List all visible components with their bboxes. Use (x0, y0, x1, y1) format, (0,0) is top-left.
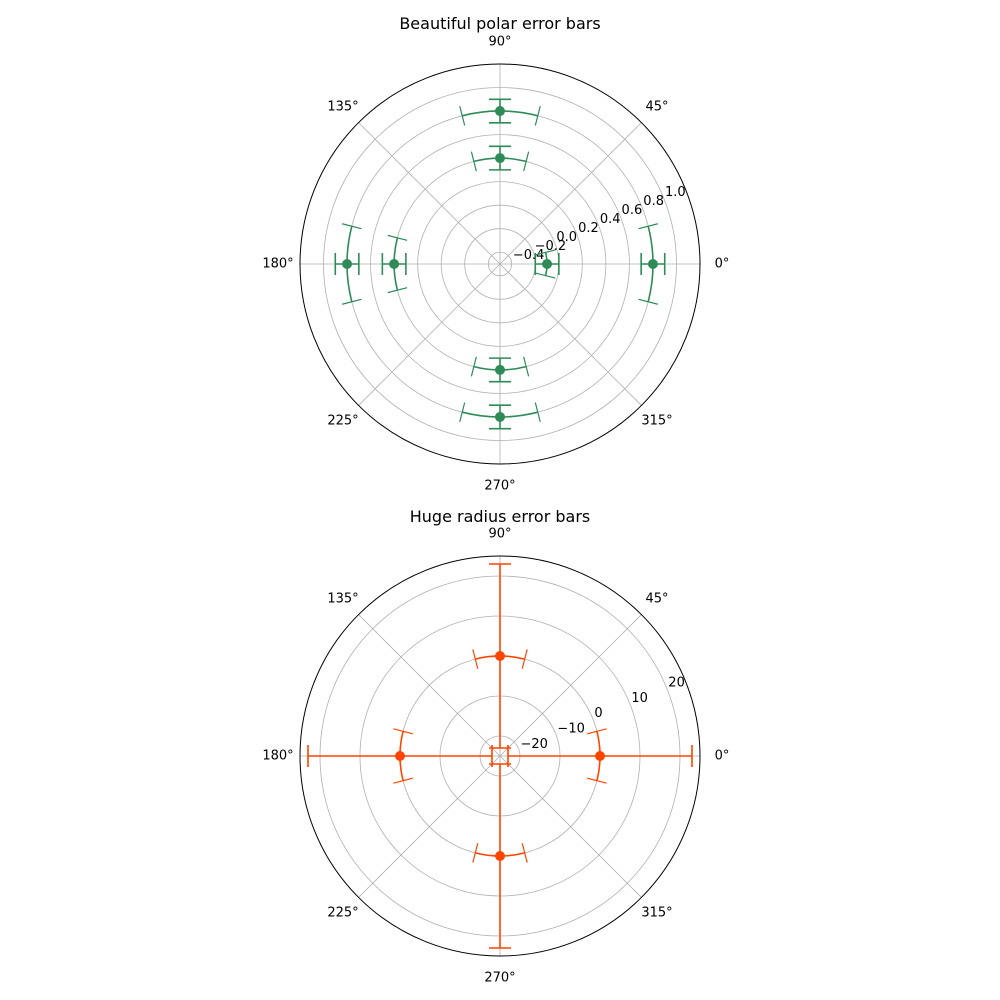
angular-error-cap (534, 105, 541, 126)
theta-tick-label: 90° (488, 35, 511, 50)
theta-gridline (499, 263, 642, 406)
data-point (395, 751, 405, 761)
angular-error-cap (587, 777, 607, 784)
data-point (495, 851, 505, 861)
theta-tick-label: 0° (715, 749, 730, 764)
angular-error-cap (521, 649, 528, 669)
r-tick-label: 10 (631, 691, 648, 706)
angular-error-cap (387, 287, 408, 294)
angular-error-cap (535, 272, 556, 279)
polar-spine (299, 555, 701, 957)
angular-error-cap (472, 843, 479, 863)
r-tick-label: 0.8 (643, 194, 664, 209)
data-point (595, 751, 605, 761)
angular-error-cap (459, 402, 466, 423)
polar-chart-1: Beautiful polar error bars 0° 45° 90° 135° 1… (262, 14, 729, 494)
theta-gridline (358, 263, 501, 406)
data-point (342, 259, 353, 269)
theta-tick-label: 225° (327, 413, 358, 428)
r-tick-label: 0.6 (622, 203, 643, 218)
theta-tick-label: 45° (645, 100, 668, 115)
data-point (542, 259, 553, 269)
chart-1-title: Beautiful polar error bars (399, 14, 600, 33)
theta-gridline (499, 614, 642, 757)
angular-error-cap (523, 151, 530, 172)
theta-gridline (499, 755, 642, 898)
polar-spine (299, 63, 701, 465)
theta-tick-label: 135° (327, 592, 358, 607)
angular-error-cap (470, 151, 477, 172)
theta-tick-label: 270° (484, 479, 515, 494)
r-tick-label: −0.4 (513, 248, 545, 263)
data-point (495, 106, 505, 117)
angular-error-cap (521, 843, 528, 863)
angular-error-cap (638, 298, 659, 305)
theta-tick-label: 180° (262, 257, 293, 272)
data-point (495, 364, 505, 375)
data-point (495, 411, 505, 422)
r-tick-label: −10 (557, 722, 584, 737)
theta-tick-label: 225° (327, 905, 358, 920)
theta-gridline (499, 122, 642, 265)
chart-1-plot-area: 0°45°90°135°180°225°270°315°−0.4−0.20.00… (262, 35, 729, 494)
angular-error-cap (393, 777, 413, 784)
data-point (389, 259, 400, 269)
theta-tick-label: 135° (327, 100, 358, 115)
r-tick-label: 1.0 (665, 185, 686, 200)
theta-tick-label: 90° (488, 527, 511, 542)
r-tick-label: 0.2 (578, 221, 599, 236)
r-tick-label: 0 (594, 706, 602, 721)
angular-error-cap (523, 356, 530, 377)
angular-error-cap (459, 105, 466, 126)
angular-error-cap (534, 402, 541, 423)
theta-gridline (358, 614, 501, 757)
data-point (495, 651, 505, 661)
theta-tick-label: 315° (641, 905, 672, 920)
angular-error-cap (472, 649, 479, 669)
r-tick-label: 20 (668, 676, 685, 691)
angular-error-cap (387, 234, 408, 241)
angular-error-cap (638, 223, 659, 230)
angular-error-cap (393, 728, 413, 735)
r-tick-label: −0.2 (535, 239, 567, 254)
angular-error-cap (587, 728, 607, 735)
polar-chart-2: Huge radius error bars 0° 45° 90° 135° 180° 2… (262, 507, 729, 986)
data-point (647, 259, 658, 269)
angular-error-cap (341, 223, 362, 230)
theta-tick-label: 180° (262, 749, 293, 764)
angular-error-cap (341, 298, 362, 305)
chart-2-plot-area: 0° 45° 90° 135° 180° 225° 270° 315° −20 −10 0 10 20 (262, 527, 729, 986)
r-tick-label: 0.4 (600, 212, 621, 227)
theta-tick-label: 270° (484, 971, 515, 986)
angular-error-cap (535, 249, 556, 256)
chart-2-title: Huge radius error bars (410, 507, 591, 526)
theta-tick-label: 45° (645, 592, 668, 607)
theta-tick-label: 315° (641, 413, 672, 428)
r-tick-label: −20 (520, 737, 547, 752)
theta-gridline (358, 122, 501, 265)
theta-tick-label: 0° (715, 257, 730, 272)
theta-gridline (358, 755, 501, 898)
data-point (495, 153, 505, 164)
r-tick-label: 0.0 (556, 230, 577, 245)
angular-error-cap (470, 356, 477, 377)
